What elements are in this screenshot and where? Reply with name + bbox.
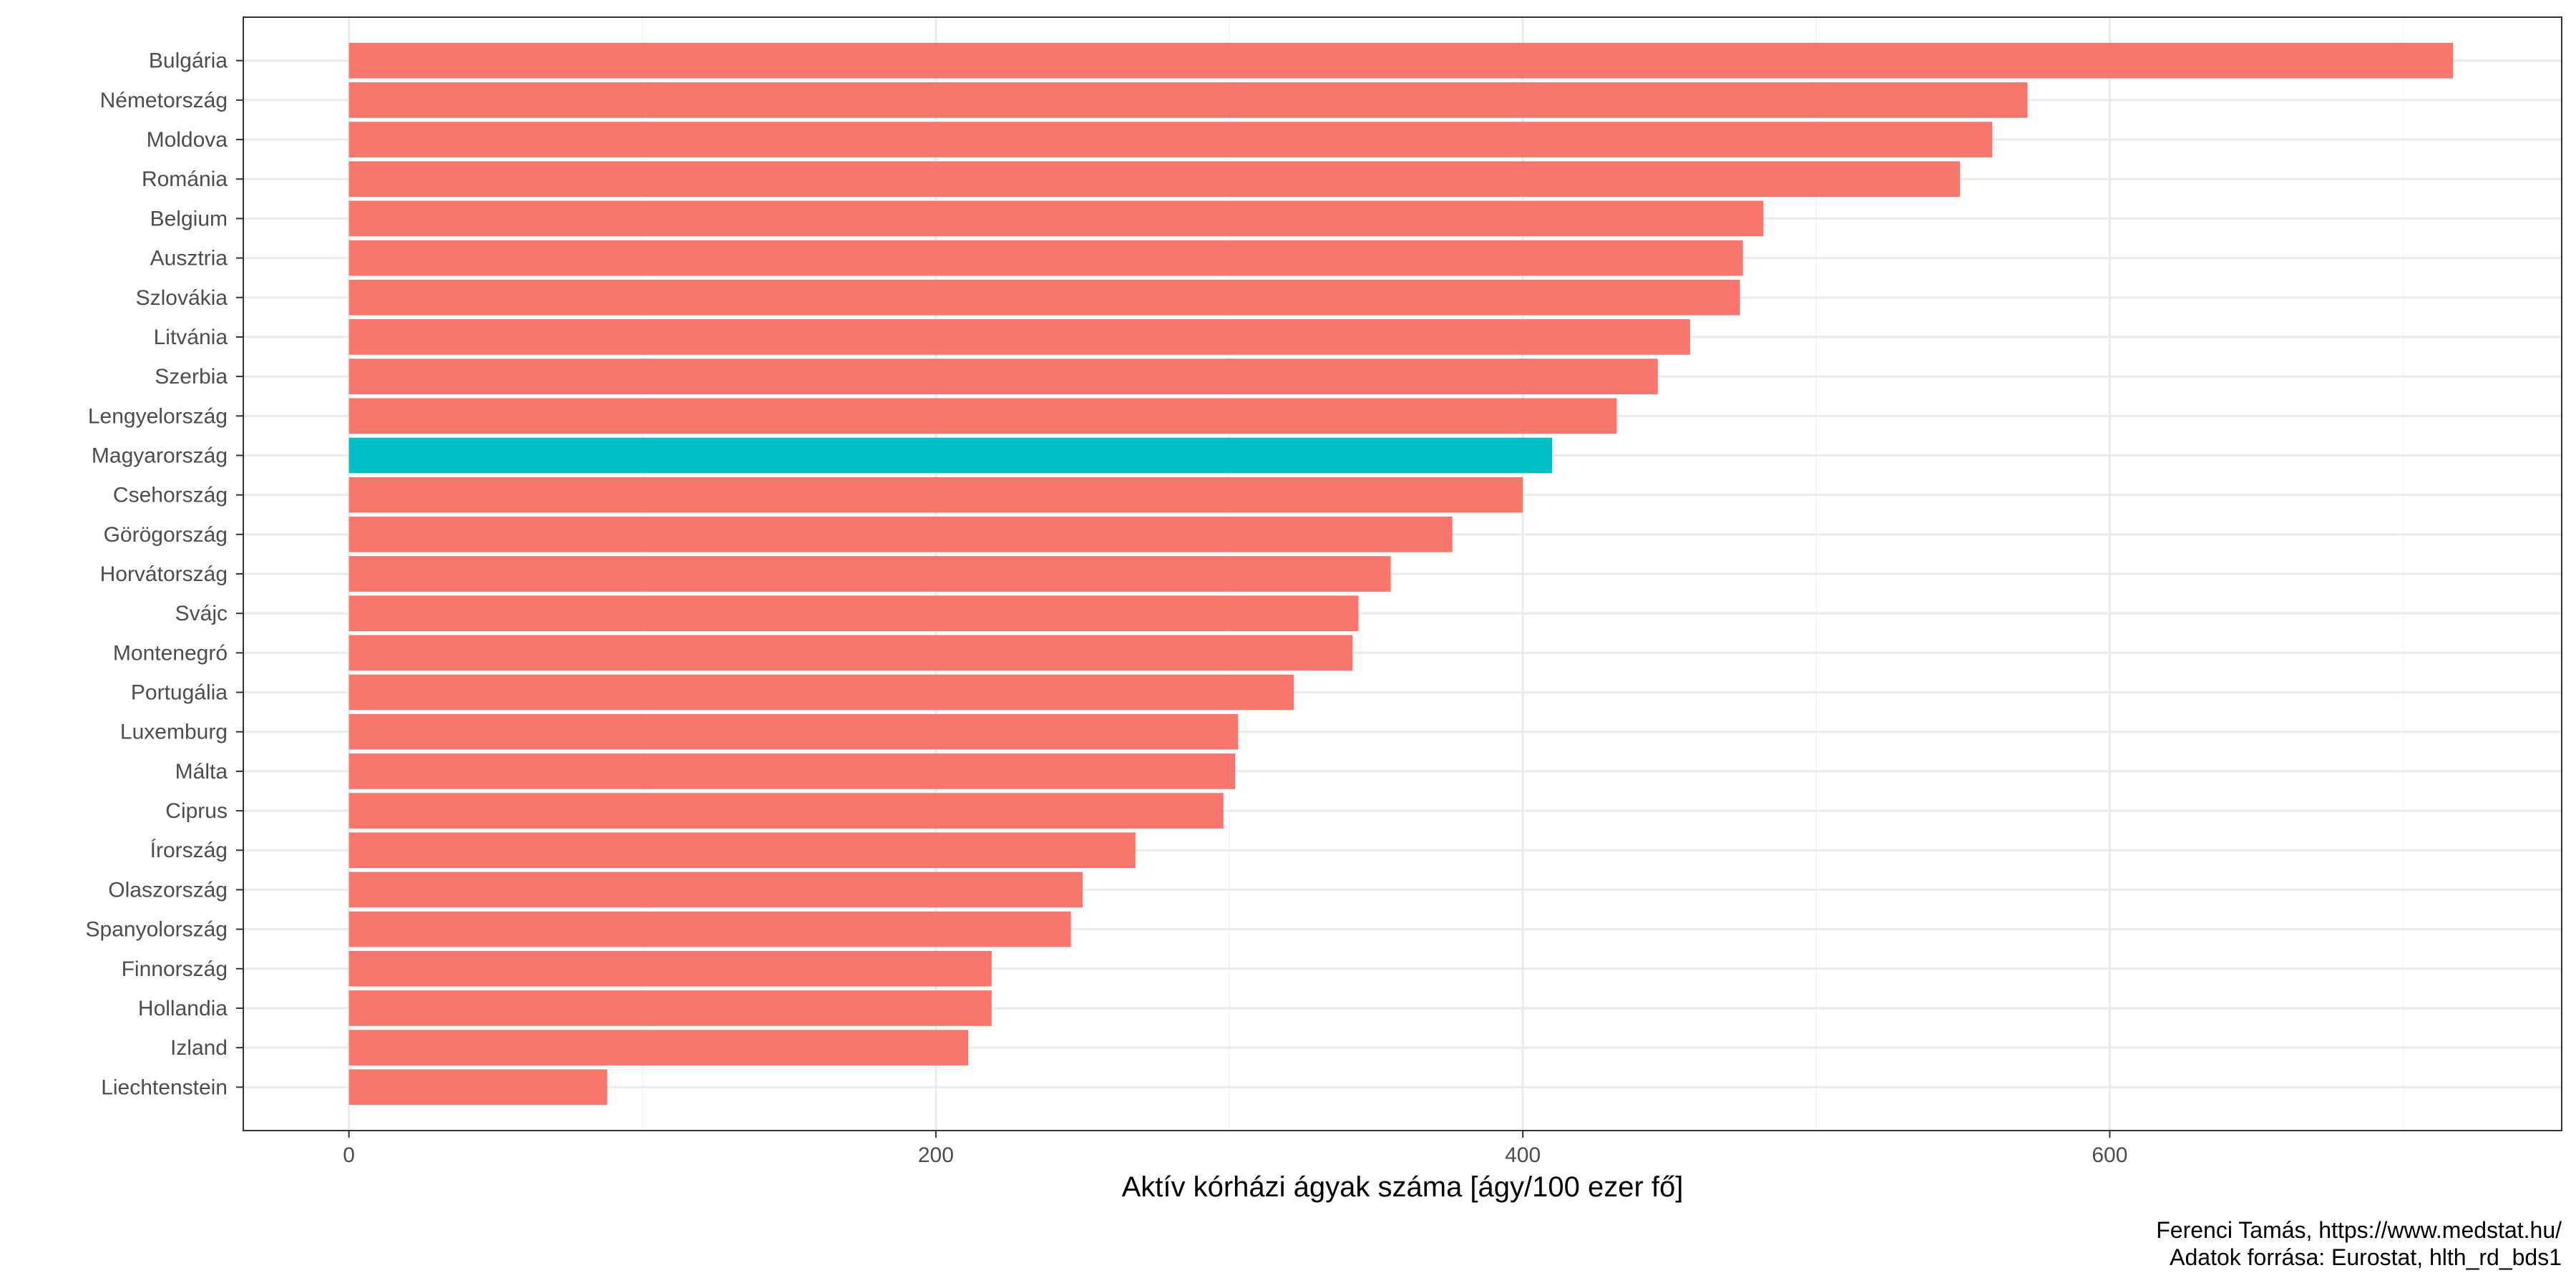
bar	[348, 398, 1617, 434]
y-tick-label: Olaszország	[108, 878, 228, 902]
y-tick-label: Szerbia	[155, 365, 228, 389]
caption-source: Adatok forrása: Eurostat, hlth_rd_bds1	[2170, 1244, 2562, 1270]
y-tick-label: Hollandia	[138, 997, 228, 1020]
x-tick-label: 600	[2092, 1143, 2127, 1167]
bar	[348, 990, 992, 1026]
y-tick-label: Bulgária	[149, 49, 228, 73]
y-tick-label: Horvátország	[100, 562, 228, 586]
bar	[348, 516, 1453, 552]
bar	[348, 635, 1353, 671]
x-axis: 0 200 400 600	[343, 1131, 2127, 1167]
bar	[348, 200, 1764, 237]
y-tick-label: Románia	[142, 167, 228, 191]
bar	[348, 279, 1740, 316]
y-tick-label: Szlovákia	[136, 286, 228, 310]
bar	[348, 1069, 608, 1106]
y-tick-label: Németország	[100, 89, 228, 112]
y-tick-label: Montenegró	[113, 641, 228, 665]
y-tick-label: Magyarország	[92, 444, 228, 467]
bar	[348, 358, 1658, 394]
y-tick-label: Ausztria	[150, 247, 228, 270]
bar	[348, 832, 1136, 869]
y-tick-label: Írország	[150, 839, 228, 862]
x-tick-label: 200	[918, 1143, 954, 1167]
y-tick-label: Málta	[175, 760, 228, 784]
y-tick-label: Finnország	[122, 957, 228, 981]
bar	[348, 240, 1743, 276]
caption-credit: Ferenci Tamás, https://www.medstat.hu/	[2156, 1217, 2562, 1243]
bar	[348, 477, 1523, 513]
bar	[348, 42, 2454, 79]
x-axis-title: Aktív kórházi ágyak száma [ágy/100 ezer …	[1122, 1171, 1684, 1203]
y-tick-label: Liechtenstein	[101, 1075, 228, 1099]
bar	[348, 713, 1239, 750]
bar	[348, 911, 1071, 947]
y-tick-label: Portugália	[131, 681, 228, 705]
y-tick-label: Görögország	[104, 523, 228, 547]
y-tick-label: Luxemburg	[120, 721, 228, 744]
y-tick-label: Ciprus	[165, 799, 228, 823]
y-tick-label: Csehország	[113, 484, 228, 507]
y-tick-label: Litvánia	[154, 326, 228, 349]
y-tick-label: Izland	[170, 1036, 228, 1060]
bars	[348, 42, 2454, 1106]
y-tick-label: Belgium	[150, 207, 228, 230]
bar	[348, 437, 1553, 474]
bar	[348, 595, 1359, 632]
y-tick-label: Spanyolország	[86, 918, 228, 942]
y-tick-label: Svájc	[175, 602, 228, 625]
bar	[348, 872, 1083, 908]
bar	[348, 122, 1993, 157]
bar	[348, 793, 1224, 829]
x-tick-label: 0	[343, 1143, 355, 1167]
y-tick-label: Lengyelország	[88, 404, 228, 428]
y-axis: Bulgária Németország Moldova Románia Belgium…	[86, 49, 243, 1099]
y-tick-label: Moldova	[147, 128, 228, 152]
bar	[348, 674, 1294, 711]
bar	[348, 1030, 969, 1065]
bar	[348, 319, 1690, 355]
bar	[348, 753, 1236, 789]
bar	[348, 82, 2028, 118]
bar	[348, 161, 1961, 197]
x-tick-label: 400	[1505, 1143, 1541, 1167]
bar	[348, 556, 1391, 592]
bar	[348, 950, 992, 987]
